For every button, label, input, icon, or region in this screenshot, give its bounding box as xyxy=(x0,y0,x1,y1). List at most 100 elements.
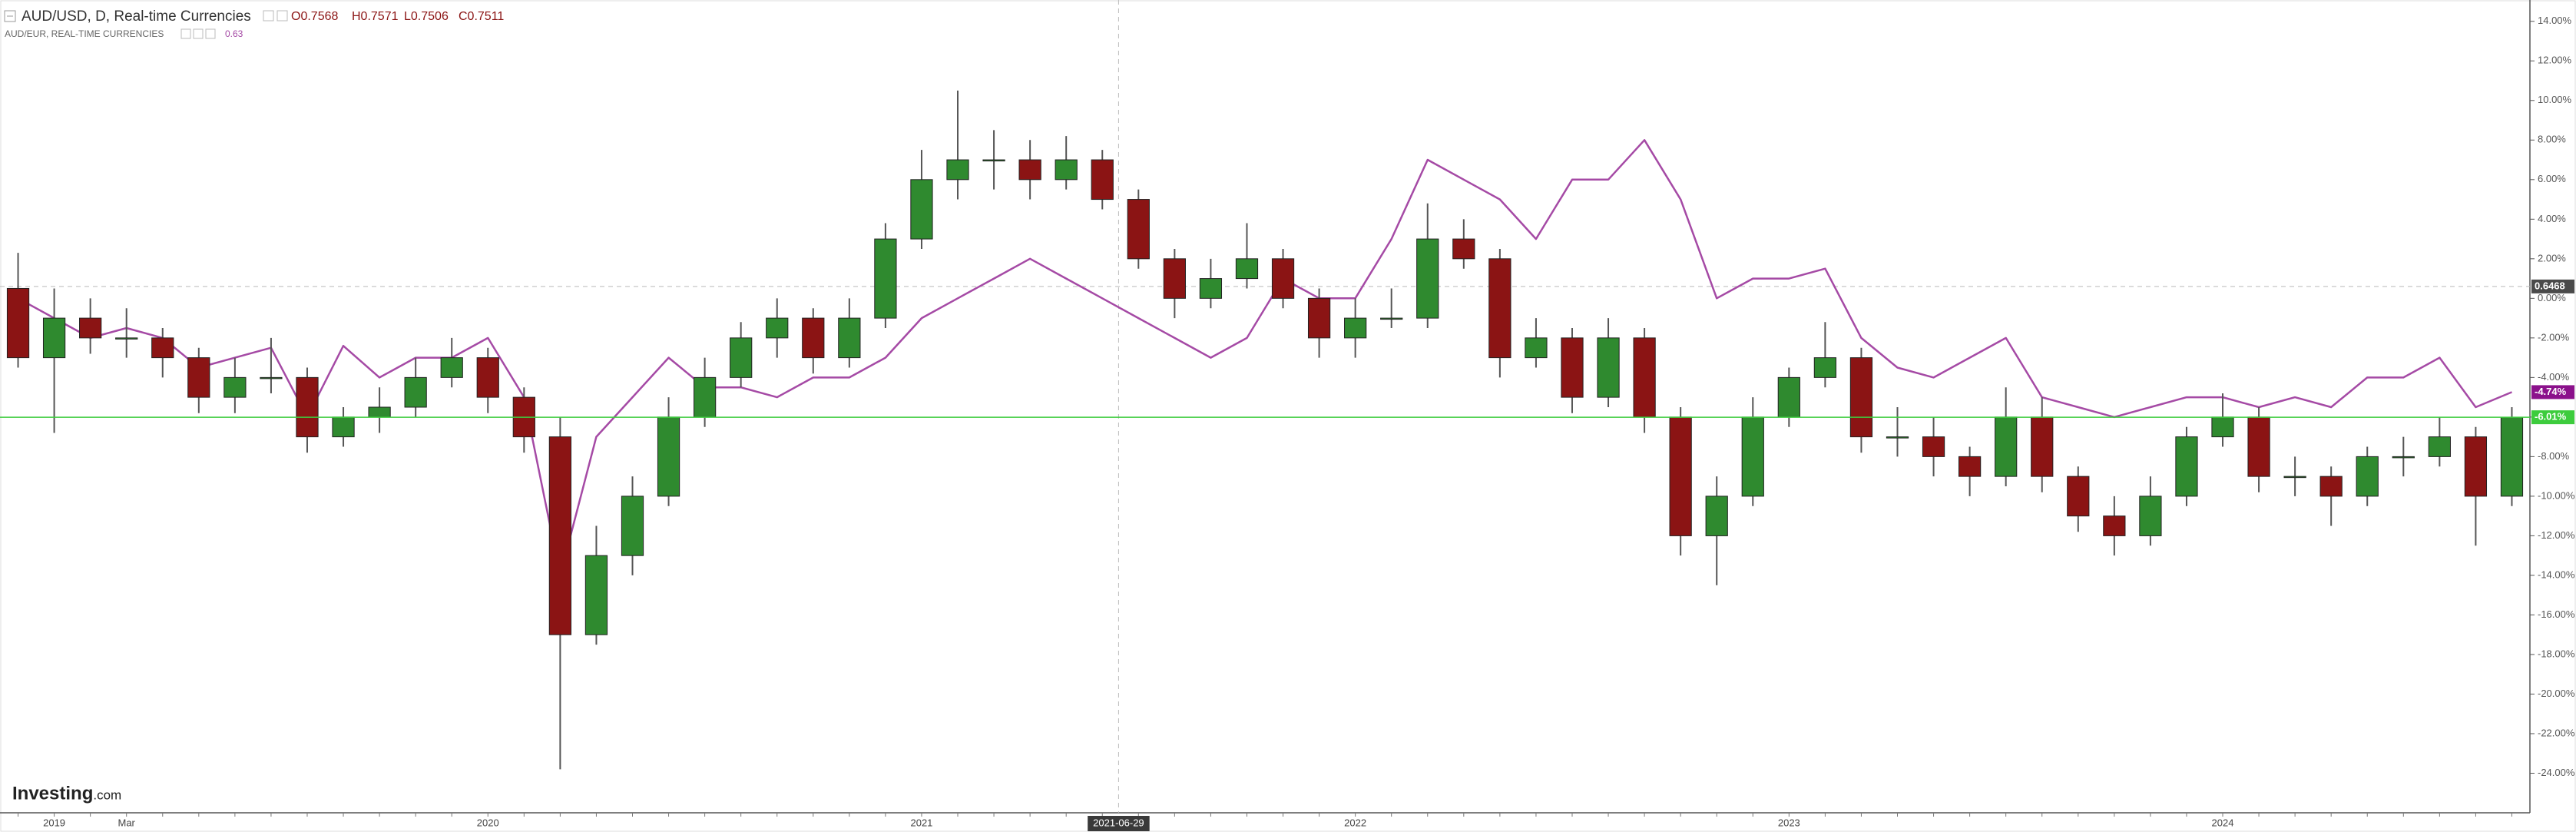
candle-body xyxy=(1669,416,1692,536)
ohlc-open: O0.7568 xyxy=(291,10,338,23)
candle-body xyxy=(1344,317,1367,339)
y-tick-label: -22.00% xyxy=(2538,727,2575,738)
candle-body xyxy=(260,376,283,380)
y-tick-label: -12.00% xyxy=(2538,529,2575,541)
candle-body xyxy=(2139,496,2162,536)
candle-body xyxy=(2356,456,2379,497)
compare-settings-icon[interactable] xyxy=(180,28,191,39)
candle-body xyxy=(1813,357,1837,378)
candle-body xyxy=(79,317,102,339)
candle-body xyxy=(2428,436,2451,457)
candle-body xyxy=(296,376,319,438)
x-tick-label: 2021 xyxy=(910,817,932,828)
ohlc-low: L0.7506 xyxy=(404,10,449,23)
candle-body xyxy=(584,555,608,635)
candle-body xyxy=(946,159,969,181)
y-tick-label: -16.00% xyxy=(2538,608,2575,620)
price-flag-text: -6.01% xyxy=(2535,411,2567,423)
y-tick-label: -2.00% xyxy=(2538,331,2570,343)
candle-body xyxy=(368,406,391,418)
candle-body xyxy=(2175,436,2198,497)
candle-body xyxy=(332,416,355,438)
candle-body xyxy=(693,376,717,418)
last-value-flag-bg xyxy=(2531,385,2574,399)
y-tick-label: 14.00% xyxy=(2538,15,2572,26)
candle-body xyxy=(1380,317,1403,320)
candle-body xyxy=(1922,436,1945,457)
candle-body xyxy=(42,317,66,359)
compare-value: 0.63 xyxy=(225,28,243,39)
price-flag: -6.01% xyxy=(2531,410,2574,425)
y-tick-label: 12.00% xyxy=(2538,55,2572,66)
candle-body xyxy=(657,416,680,497)
y-tick-label: 2.00% xyxy=(2538,252,2566,264)
candle-body xyxy=(1055,159,1078,181)
last-value-flag-text: -4.74% xyxy=(2535,386,2567,397)
candle-body xyxy=(2103,515,2126,536)
x-tick-label: 2020 xyxy=(477,817,499,828)
settings-icon[interactable] xyxy=(263,10,274,22)
crosshair-label: 2021-06-29 xyxy=(1093,817,1144,828)
candle-body xyxy=(2500,416,2524,497)
candle-body xyxy=(2247,416,2270,477)
candle-body xyxy=(621,496,644,556)
compare-series-title: AUD/EUR, REAL-TIME CURRENCIES xyxy=(5,28,164,39)
collapse-icon[interactable] xyxy=(4,10,16,22)
candle-body xyxy=(6,287,30,359)
candle-body xyxy=(440,357,463,378)
candle-body xyxy=(1271,258,1295,299)
y-tick-label: -24.00% xyxy=(2538,767,2575,778)
candle-body xyxy=(1886,436,1909,439)
compare-line xyxy=(17,139,2512,577)
reference-flag: 0.6468 xyxy=(2531,279,2574,293)
x-tick-label: 2022 xyxy=(1344,817,1366,828)
x-tick-label: 2023 xyxy=(1778,817,1800,828)
reference-flag-text: 0.6468 xyxy=(2535,280,2565,291)
candle-body xyxy=(115,337,138,340)
candle-body xyxy=(1235,258,1259,280)
candle-body xyxy=(838,317,861,359)
y-tick-label: 8.00% xyxy=(2538,134,2566,145)
candle-body xyxy=(1777,376,1800,418)
crosshair-label-bg xyxy=(1088,816,1150,831)
candle-body xyxy=(2283,476,2306,479)
candle-body xyxy=(2067,476,2090,517)
y-tick-label: -14.00% xyxy=(2538,568,2575,580)
candle-body xyxy=(2031,416,2054,477)
candle-body xyxy=(548,436,572,635)
x-tick-label: 2019 xyxy=(43,817,65,828)
candle-body xyxy=(1995,416,2018,477)
ohlc-high: H0.7571 xyxy=(352,10,399,23)
candle-body xyxy=(404,376,427,408)
y-tick-label: -20.00% xyxy=(2538,688,2575,699)
y-tick-label: -8.00% xyxy=(2538,450,2570,462)
candle-body xyxy=(1416,238,1439,319)
y-tick-label: -18.00% xyxy=(2538,648,2575,659)
x-tick-label: 2024 xyxy=(2212,817,2234,828)
hide-icon[interactable] xyxy=(276,10,288,22)
candle-body xyxy=(1127,199,1150,260)
candle-body xyxy=(1525,337,1548,359)
compare-hide-icon[interactable] xyxy=(193,28,204,39)
candle-body xyxy=(1307,297,1331,339)
candle-body xyxy=(1488,258,1511,359)
candle-body xyxy=(982,159,1005,162)
y-tick-label: 4.00% xyxy=(2538,213,2566,224)
candle-body xyxy=(1561,337,1584,398)
candle-body xyxy=(1705,496,1728,536)
candle-body xyxy=(2464,436,2488,497)
candle-body xyxy=(2211,416,2234,438)
main-series-title: AUD/USD, D, Real-time Currencies xyxy=(22,8,251,25)
candle-body xyxy=(730,337,753,378)
y-tick-label: 6.00% xyxy=(2538,173,2566,184)
candle-body xyxy=(1199,278,1223,299)
candle-body xyxy=(802,317,825,359)
compare-remove-icon[interactable] xyxy=(205,28,216,39)
y-tick-label: -4.00% xyxy=(2538,371,2570,383)
candle-body xyxy=(223,376,247,398)
candle-body xyxy=(766,317,789,339)
